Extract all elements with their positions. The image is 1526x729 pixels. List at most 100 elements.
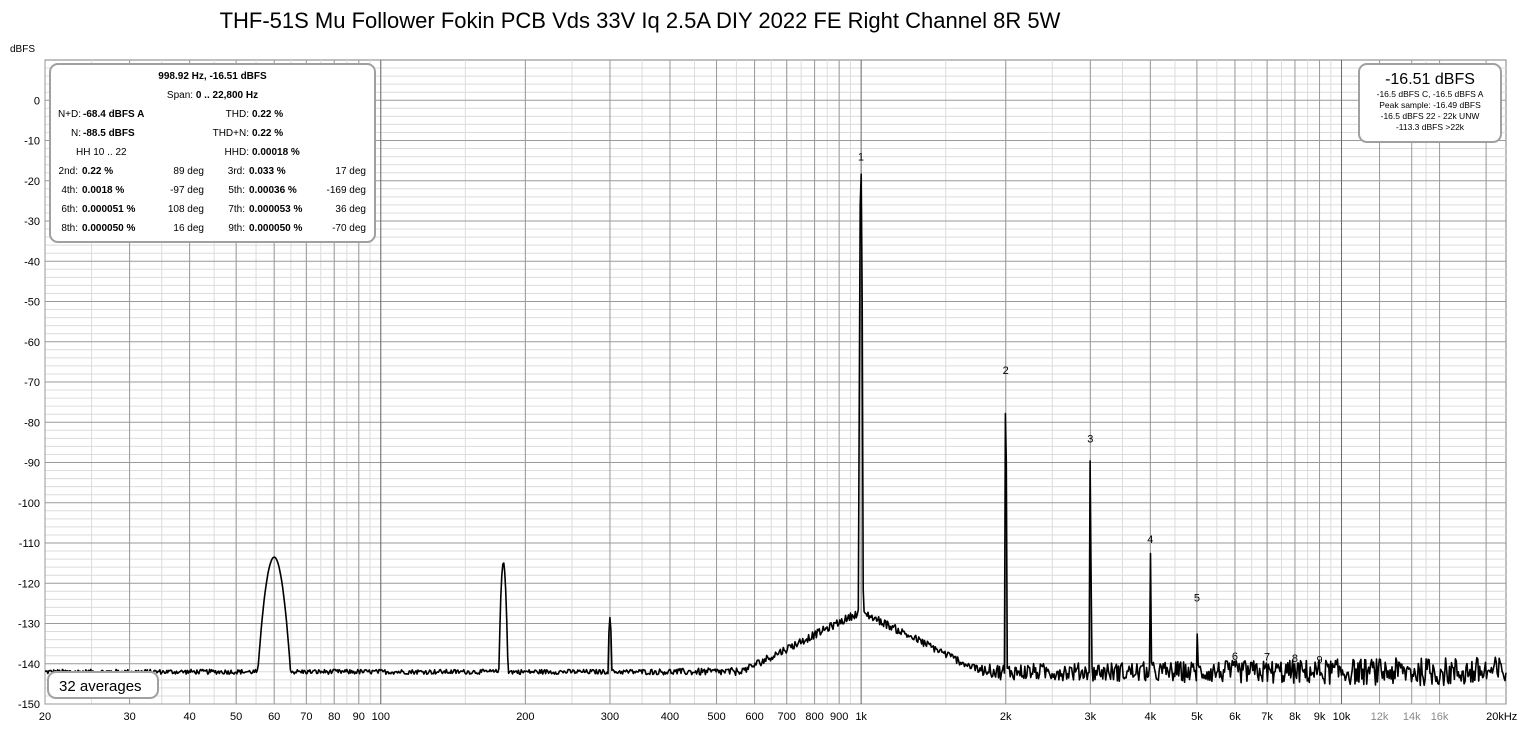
h4-phase: -97 deg xyxy=(170,185,204,196)
x-tick-label: 50 xyxy=(230,711,242,723)
n-value: -88.5 dBFS xyxy=(83,128,135,139)
y-tick-label: -130 xyxy=(18,619,40,631)
x-tick-label: 300 xyxy=(601,711,619,723)
x-tick-label: 5k xyxy=(1191,711,1203,723)
nd-label: N+D: xyxy=(57,109,81,120)
x-tick-label: 60 xyxy=(268,711,280,723)
h6-value: 0.000051 % xyxy=(82,204,136,215)
y-tick-label: 0 xyxy=(34,95,40,107)
h4-label: 4th: xyxy=(61,185,78,196)
y-tick-label: -40 xyxy=(24,256,40,268)
h3-value: 0.033 % xyxy=(249,166,286,177)
x-tick-label: 30 xyxy=(123,711,135,723)
x-tick-label: 12k xyxy=(1371,711,1389,723)
x-tick-label: 80 xyxy=(328,711,340,723)
harmonic-label: 5 xyxy=(1194,592,1200,604)
cursor-readout: 998.92 Hz, -16.51 dBFS xyxy=(158,71,267,82)
y-tick-label: -120 xyxy=(18,578,40,590)
x-tick-label: 7k xyxy=(1261,711,1273,723)
x-tick-label: 9k xyxy=(1314,711,1326,723)
h5-label: 5th: xyxy=(228,185,245,196)
harmonic-label: 9 xyxy=(1316,654,1322,666)
y-tick-label: -90 xyxy=(24,458,40,470)
x-tick-label: 20 xyxy=(39,711,51,723)
harmonic-label: 8 xyxy=(1292,653,1298,665)
x-tick-label: 16k xyxy=(1431,711,1449,723)
h8-phase: 16 deg xyxy=(173,223,204,234)
thdn-value: 0.22 % xyxy=(252,128,284,139)
x-tick-label: 100 xyxy=(372,711,390,723)
nd-value: -68.4 dBFS A xyxy=(83,109,145,120)
thd-label: THD: xyxy=(225,109,249,120)
harmonic-label: 6 xyxy=(1232,651,1238,663)
h7-phase: 36 deg xyxy=(335,204,366,215)
y-tick-label: -30 xyxy=(24,216,40,228)
x-tick-label: 800 xyxy=(805,711,823,723)
y-tick-label: -140 xyxy=(18,659,40,671)
h2-phase: 89 deg xyxy=(173,166,204,177)
y-tick-label: -110 xyxy=(19,538,40,550)
level-unweighted: -16.5 dBFS 22 - 22k UNW xyxy=(1380,111,1480,121)
x-tick-label: 2k xyxy=(1000,711,1012,723)
level-main: -16.51 dBFS xyxy=(1385,71,1475,88)
x-tick-label: 600 xyxy=(745,711,763,723)
h8-value: 0.000050 % xyxy=(82,223,136,234)
x-tick-label: 8k xyxy=(1289,711,1301,723)
x-tick-label: 900 xyxy=(830,711,848,723)
x-tick-label: 200 xyxy=(516,711,534,723)
x-tick-label: 3k xyxy=(1085,711,1097,723)
level-weighted: -16.5 dBFS C, -16.5 dBFS A xyxy=(1376,89,1484,99)
h2-label: 2nd: xyxy=(58,166,78,177)
harmonic-label: 4 xyxy=(1147,534,1153,546)
x-tick-label: 6k xyxy=(1229,711,1241,723)
harmonic-label: 2 xyxy=(1003,365,1009,377)
span-value: 0 .. 22,800 Hz xyxy=(195,90,259,101)
spectrum-trace xyxy=(44,173,1507,687)
harmonic-label: 3 xyxy=(1087,433,1093,445)
h5-phase: -169 deg xyxy=(326,185,366,196)
hhd-label: HHD: xyxy=(224,147,249,158)
h6-phase: 108 deg xyxy=(167,204,204,215)
span-label: Span: xyxy=(166,90,194,101)
harmonic-label: 7 xyxy=(1264,652,1270,664)
measurement-info-box: 998.92 Hz, -16.51 dBFS Span: 0 .. 22,800… xyxy=(49,63,376,243)
x-tick-label: 90 xyxy=(353,711,365,723)
x-tick-label: 14k xyxy=(1403,711,1421,723)
span-readout: Span: 0 .. 22,800 Hz xyxy=(51,90,374,101)
hhd-value: 0.00018 % xyxy=(252,147,300,158)
level-readout-box: -16.51 dBFS -16.5 dBFS C, -16.5 dBFS A P… xyxy=(1358,63,1502,143)
h3-phase: 17 deg xyxy=(335,166,366,177)
x-tick-label: 20kHz xyxy=(1486,711,1517,723)
h8-label: 8th: xyxy=(61,223,78,234)
x-tick-label: 700 xyxy=(778,711,796,723)
y-tick-label: -50 xyxy=(24,297,40,309)
level-above-22k: -113.3 dBFS >22k xyxy=(1395,122,1465,132)
h5-value: 0.00036 % xyxy=(249,185,297,196)
chart-title: THF-51S Mu Follower Fokin PCB Vds 33V Iq… xyxy=(219,8,1061,33)
x-tick-label: 400 xyxy=(661,711,679,723)
h7-value: 0.000053 % xyxy=(249,204,303,215)
x-tick-label: 10k xyxy=(1333,711,1351,723)
y-tick-label: -20 xyxy=(24,176,40,188)
x-tick-label: 4k xyxy=(1145,711,1157,723)
y-tick-label: -60 xyxy=(24,337,40,349)
hh-label: HH 10 .. 22 xyxy=(76,147,127,158)
averages-badge: 32 averages xyxy=(47,671,159,699)
x-tick-label: 1k xyxy=(855,711,867,723)
h3-label: 3rd: xyxy=(227,166,245,177)
y-tick-label: -150 xyxy=(18,699,40,711)
h9-label: 9th: xyxy=(228,223,245,234)
h4-value: 0.0018 % xyxy=(82,185,125,196)
h9-phase: -70 deg xyxy=(332,223,366,234)
y-tick-label: -100 xyxy=(18,498,40,510)
y-tick-label: -10 xyxy=(24,136,40,148)
h7-label: 7th: xyxy=(228,204,245,215)
level-peak-sample: Peak sample: -16.49 dBFS xyxy=(1379,100,1481,110)
h2-value: 0.22 % xyxy=(82,166,114,177)
x-tick-label: 70 xyxy=(300,711,312,723)
thdn-label: THD+N: xyxy=(212,128,249,139)
y-tick-label: -70 xyxy=(24,377,40,389)
x-tick-label: 40 xyxy=(183,711,195,723)
h6-label: 6th: xyxy=(61,204,78,215)
y-tick-label: -80 xyxy=(24,417,40,429)
